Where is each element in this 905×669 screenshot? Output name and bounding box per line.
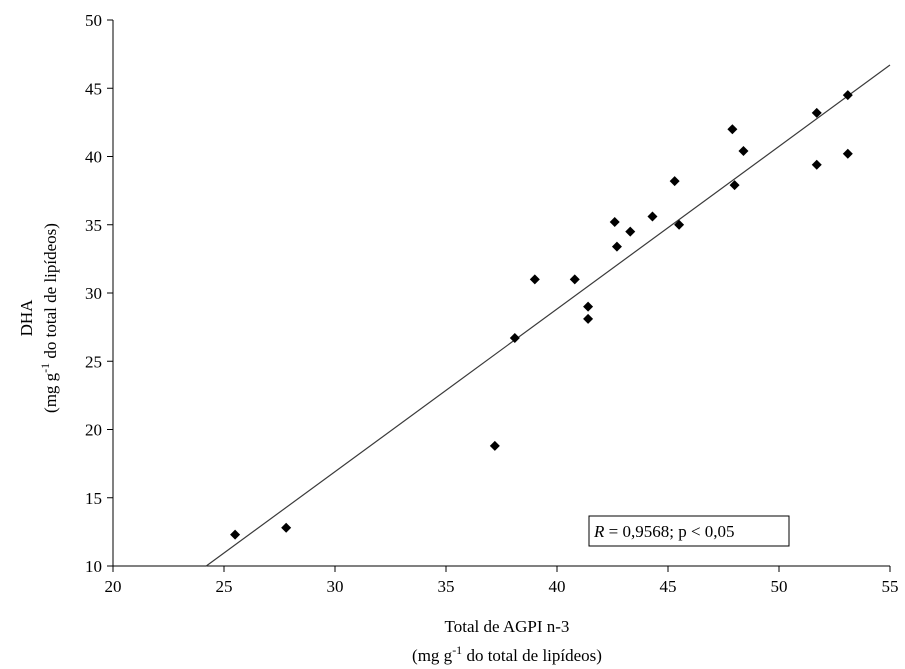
regression-line: [205, 64, 891, 567]
x-axis-title-line1: Total de AGPI n-3: [445, 617, 570, 636]
y-tick-label: 30: [85, 284, 102, 303]
data-point: [674, 219, 685, 230]
x-axis-title-line2: (mg g-1 do total de lipídeos): [412, 643, 602, 665]
data-point: [625, 226, 636, 237]
x-tick-label: 20: [105, 577, 122, 596]
y-axis-title-line2: (mg g-1 do total de lipídeos): [38, 223, 60, 413]
data-point: [489, 440, 500, 451]
x-tick-label: 40: [549, 577, 566, 596]
data-point: [669, 176, 680, 187]
data-point: [611, 241, 622, 252]
y-tick-label: 40: [85, 148, 102, 167]
data-point: [609, 217, 620, 228]
data-point: [647, 211, 658, 222]
x-tick-label: 25: [216, 577, 233, 596]
x-tick-label: 50: [771, 577, 788, 596]
annotation-r-symbol: R: [593, 522, 605, 541]
axes: [112, 20, 890, 567]
data-point: [230, 529, 241, 540]
data-point: [281, 522, 292, 533]
y-tick-label: 10: [85, 557, 102, 576]
y-axis-title: DHA (mg g-1 do total de lipídeos): [17, 223, 60, 413]
data-point: [583, 301, 594, 312]
x-tick-label: 55: [882, 577, 899, 596]
y-axis-title-line1: DHA: [17, 299, 36, 337]
data-point: [529, 274, 540, 285]
data-point: [509, 333, 520, 344]
x-tick-label: 45: [660, 577, 677, 596]
y-tick-label: 15: [85, 489, 102, 508]
y-tick-label: 35: [85, 216, 102, 235]
y-axis-ticks: 10 15 20 25 30 35 40 45 50: [85, 11, 113, 576]
data-point: [727, 124, 738, 135]
data-point: [738, 146, 749, 157]
y-tick-label: 50: [85, 11, 102, 30]
annotation-text: R = 0,9568; p < 0,05: [593, 522, 735, 541]
annotation-frame: [588, 515, 790, 547]
data-point: [811, 159, 822, 170]
annotation-value: = 0,9568; p < 0,05: [604, 522, 734, 541]
x-axis-ticks: 20 25 30 35 40 45 50 55: [105, 566, 899, 596]
x-tick-label: 35: [438, 577, 455, 596]
data-points: [230, 90, 853, 540]
data-point: [583, 313, 594, 324]
data-point: [569, 274, 580, 285]
y-tick-label: 25: [85, 352, 102, 371]
data-point: [842, 148, 853, 159]
y-tick-label: 45: [85, 79, 102, 98]
data-point: [842, 90, 853, 101]
annotation-box: R = 0,9568; p < 0,05: [588, 515, 790, 547]
data-point: [729, 180, 740, 191]
data-point: [811, 107, 822, 118]
y-tick-label: 20: [85, 421, 102, 440]
x-tick-label: 30: [327, 577, 344, 596]
x-axis-title: Total de AGPI n-3 (mg g-1 do total de li…: [412, 617, 602, 665]
